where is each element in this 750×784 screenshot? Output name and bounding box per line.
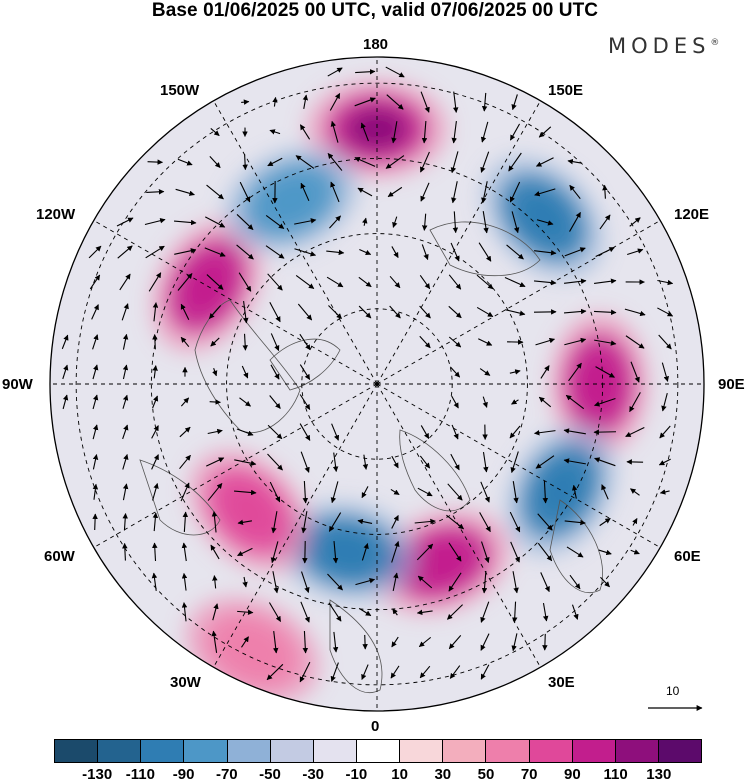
colorbar-tick-label: -30: [302, 766, 324, 783]
colorbar-tick-label: 10: [391, 766, 408, 783]
wind-vector: [245, 154, 246, 169]
positive-anomaly-center: [579, 354, 621, 414]
reference-vector-label: 10: [666, 684, 679, 698]
colorbar-swatch: [357, 740, 400, 762]
wind-vector: [545, 634, 546, 650]
lon-label-120e: 120E: [674, 206, 709, 223]
colorbar-swatch: [141, 740, 184, 762]
lon-label-30w: 30W: [170, 674, 201, 691]
colorbar-tick-label: 70: [521, 766, 538, 783]
shaded-field: [50, 57, 704, 726]
wind-vector: [95, 514, 96, 530]
colorbar-swatch: [400, 740, 443, 762]
colorbar-swatch: [573, 740, 616, 762]
colorbar-tick-label: -90: [173, 766, 195, 783]
colorbar-tick-label: -110: [126, 766, 155, 783]
wind-vector: [365, 635, 366, 649]
lon-label-180: 180: [363, 36, 388, 53]
colorbar-swatch: [443, 740, 486, 762]
lon-label-150w: 150W: [160, 82, 199, 99]
lon-label-90w: 90W: [2, 376, 33, 393]
colorbar-swatch: [530, 740, 573, 762]
colorbar-swatch: [184, 740, 227, 762]
colorbar-tick-label: -130: [82, 766, 112, 783]
colorbar-swatch: [98, 740, 141, 762]
lon-label-120w: 120W: [36, 206, 75, 223]
wind-vector: [148, 162, 163, 163]
colorbar-tick-label: 50: [478, 766, 495, 783]
colorbar-swatch: [314, 740, 357, 762]
colorbar-swatch: [271, 740, 314, 762]
colorbar: [54, 739, 702, 763]
colorbar-tick-label: -70: [216, 766, 238, 783]
colorbar-swatch: [55, 740, 98, 762]
colorbar-swatch: [486, 740, 529, 762]
lon-label-60e: 60E: [674, 548, 701, 565]
colorbar-tick-label: 30: [434, 766, 451, 783]
colorbar-tick-label: -50: [259, 766, 281, 783]
colorbar-swatch: [616, 740, 659, 762]
lon-label-150e: 150E: [548, 82, 583, 99]
colorbar-swatch: [659, 740, 701, 762]
colorbar-tick-label: 130: [646, 766, 671, 783]
colorbar-tick-label: 90: [564, 766, 581, 783]
colorbar-tick-labels: -130 -110 -90 -70 -50 -30 -10 10 30 50 70 90 110 130: [54, 766, 702, 784]
colorbar-tick-label: -10: [346, 766, 368, 783]
lon-label-90e: 90E: [718, 376, 745, 393]
colorbar-tick-label: 110: [603, 766, 627, 783]
lon-label-30e: 30E: [548, 674, 575, 691]
lon-label-0: 0: [371, 718, 379, 735]
colorbar-swatch: [228, 740, 271, 762]
wind-vector: [210, 402, 221, 403]
lon-label-60w: 60W: [44, 548, 75, 565]
